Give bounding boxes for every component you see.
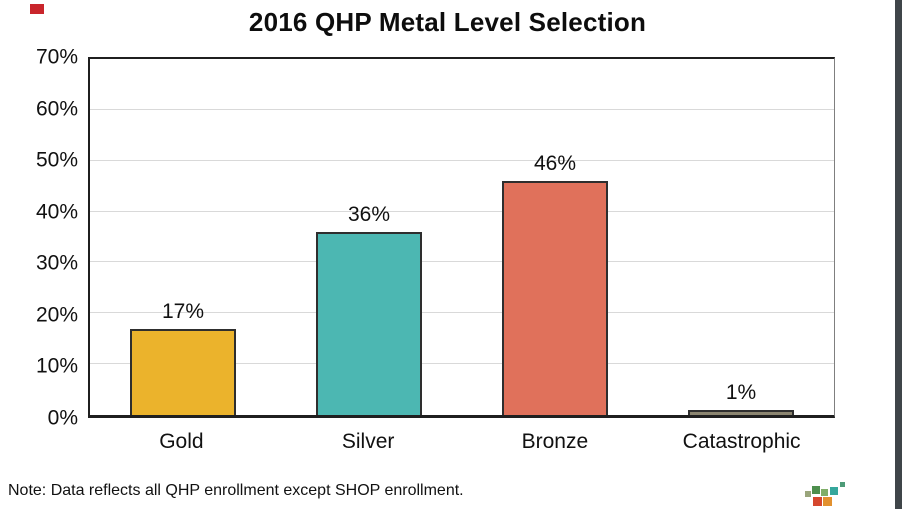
mosaic-logo-square: [840, 482, 845, 487]
x-tick-silver: Silver: [341, 430, 395, 453]
y-tick-50: 50%: [35, 148, 78, 172]
y-tick-20: 20%: [35, 303, 78, 327]
bar-group-bronze: 46%: [462, 59, 648, 415]
x-tick-gold: Gold: [159, 430, 204, 453]
bar-value-label: 46%: [533, 152, 577, 176]
y-tick-0: 0%: [47, 406, 78, 430]
gridline-60: [90, 108, 834, 110]
gridline-40: [90, 210, 834, 212]
y-tick-70: 70%: [35, 45, 78, 69]
bar-group-silver: 36%: [276, 59, 462, 415]
footnote: Note: Data reflects all QHP enrollment e…: [8, 482, 464, 499]
mosaic-logo-square: [823, 497, 832, 506]
mosaic-logo: [802, 479, 850, 509]
gridline-50: [90, 159, 834, 161]
bar-value-label: 17%: [161, 299, 205, 323]
x-tick-bronze: Bronze: [521, 430, 589, 453]
bar-catastrophic: [687, 409, 794, 415]
y-tick-30: 30%: [35, 251, 78, 275]
chart-title: 2016 QHP Metal Level Selection: [248, 7, 647, 37]
plot-area: 17% 36% 46% 1%: [88, 57, 835, 418]
y-axis: 0% 10% 20% 30% 40% 50% 60% 70%: [0, 47, 78, 429]
mosaic-logo-square: [812, 486, 820, 494]
red-corner-mark: [30, 4, 44, 14]
bar-group-catastrophic: 1%: [648, 59, 834, 415]
x-tick-catastrophic: Catastrophic: [682, 430, 801, 453]
bar-value-label: 1%: [725, 380, 757, 404]
gridline-20: [90, 312, 834, 314]
bar-group-gold: 17%: [90, 59, 276, 415]
gridline-10: [90, 363, 834, 365]
gridline-30: [90, 261, 834, 263]
mosaic-logo-square: [830, 487, 838, 495]
bar-series: 17% 36% 46% 1%: [90, 59, 834, 415]
y-tick-40: 40%: [35, 200, 78, 224]
right-edge-bar: [895, 0, 902, 509]
bar-value-label: 36%: [347, 202, 391, 226]
mosaic-logo-square: [805, 491, 811, 497]
mosaic-logo-square: [813, 497, 822, 506]
y-tick-10: 10%: [35, 354, 78, 378]
y-tick-60: 60%: [35, 97, 78, 121]
mosaic-logo-square: [821, 489, 828, 496]
bar-bronze: [501, 181, 608, 415]
bar-gold: [129, 328, 236, 415]
bar-silver: [315, 231, 422, 415]
x-axis: Gold Silver Bronze Catastrophic: [88, 430, 835, 454]
